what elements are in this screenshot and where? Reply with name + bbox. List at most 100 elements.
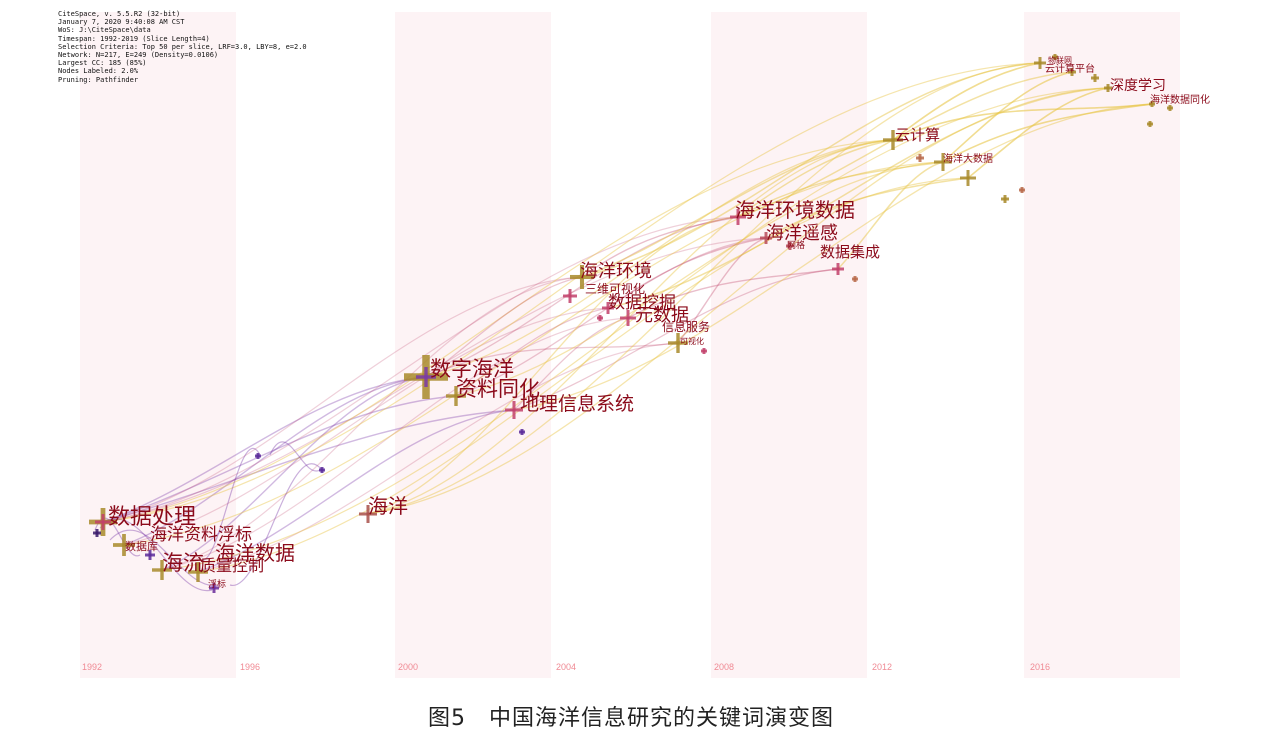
- link: [455, 307, 609, 397]
- kw-label-data-mining: 数据挖掘: [608, 293, 676, 313]
- link: [197, 177, 969, 573]
- keyword-evolution-timezone-map: 数据处理 海洋资料浮标 数据库 海流 质量控制 海洋数据 浮标 数字海洋 资料同…: [80, 12, 1210, 678]
- keyword-nodes: [89, 54, 1173, 593]
- keyword-node-cross-v: [1070, 68, 1074, 76]
- link: [229, 463, 323, 586]
- kw-label-digital-ocean: 数字海洋: [430, 357, 514, 381]
- link: [837, 161, 944, 270]
- keyword-node-cross-v: [941, 153, 945, 171]
- link: [161, 317, 629, 571]
- link: [967, 87, 1109, 179]
- keyword-node-cross-v: [676, 333, 680, 353]
- keyword-node-cross-v: [736, 209, 740, 225]
- kw-label-quality-control: 质量控制: [200, 556, 264, 575]
- keyword-node-cross-v: [1038, 57, 1042, 69]
- keyword-node-cross-v: [1003, 195, 1007, 203]
- year-label-2000: 2000: [398, 662, 418, 672]
- link: [102, 395, 457, 523]
- keyword-node-cross-v: [101, 514, 105, 530]
- keyword-node-cross-v: [366, 505, 370, 523]
- link: [102, 409, 515, 523]
- link: [425, 139, 894, 378]
- kw-label-visualization: 可视化: [680, 336, 704, 346]
- link: [102, 237, 767, 523]
- keyword-node-cross-v: [702, 348, 706, 354]
- kw-label-ocean-data: 海洋数据: [215, 541, 295, 565]
- link: [581, 216, 739, 278]
- keyword-node-cross-v: [320, 467, 324, 473]
- kw-label-iot: 物联网: [1048, 55, 1072, 65]
- kw-label-ocean-remote-sensing: 海洋遥感: [766, 223, 838, 244]
- link: [102, 276, 583, 523]
- kw-label-3d-visualization: 三维可视化: [585, 281, 645, 296]
- time-band: [711, 12, 867, 678]
- year-label-2016: 2016: [1030, 662, 1050, 672]
- keyword-node-cross-v: [918, 154, 922, 162]
- link: [102, 376, 427, 523]
- citespace-metadata: CiteSpace, v. 5.5.R2 (32-bit) January 7,…: [58, 10, 307, 84]
- link: [425, 276, 583, 378]
- keyword-node-cross-v: [1020, 187, 1024, 193]
- link: [627, 268, 839, 319]
- link: [942, 103, 1153, 163]
- kw-label-ocean-data-assimilation: 海洋数据同化: [1150, 93, 1210, 106]
- kw-label-ocean-current: 海流: [162, 551, 204, 575]
- link: [513, 103, 1153, 411]
- kw-label-information-service: 信息服务: [662, 319, 710, 334]
- kw-label-marine-environment-data: 海洋环境数据: [735, 198, 855, 222]
- keyword-node-cross-v: [891, 130, 895, 150]
- link: [161, 276, 583, 571]
- keyword-node-cross-v: [836, 263, 840, 275]
- year-label-2012: 2012: [872, 662, 892, 672]
- link: [513, 317, 629, 411]
- keyword-node-cross-v: [122, 534, 126, 556]
- kw-label-ocean-big-data: 海洋大数据: [943, 152, 993, 165]
- keyword-node-cross-v: [1168, 105, 1172, 111]
- kw-label-marine-environment: 海洋环境: [580, 261, 652, 282]
- keyword-node-cross-v: [1148, 121, 1152, 127]
- keyword-node-cross-v: [95, 529, 99, 537]
- kw-label-metadata: 元数据: [635, 305, 689, 326]
- link: [123, 161, 944, 546]
- keyword-node-cross-v: [256, 453, 260, 459]
- keyword-node-cross-v: [1093, 74, 1097, 82]
- kw-label-ocean-buoy: 海洋资料浮标: [150, 525, 252, 545]
- link: [677, 237, 767, 344]
- link: [581, 139, 894, 278]
- keyword-node-cross-v: [966, 170, 970, 186]
- keyword-node-cross-v: [579, 265, 585, 289]
- link: [737, 139, 894, 218]
- year-label-2004: 2004: [556, 662, 576, 672]
- link: [367, 62, 1041, 515]
- year-label-1996: 1996: [240, 662, 260, 672]
- keyword-node-cross-v: [606, 302, 610, 314]
- link: [737, 71, 1073, 218]
- time-band: [1024, 12, 1180, 678]
- kw-label-data-assimilation: 资料同化: [456, 377, 540, 401]
- time-slice-bands: [80, 12, 1180, 678]
- kw-label-deep-learning: 深度学习: [1110, 78, 1166, 94]
- link: [197, 342, 679, 573]
- kw-label-data-processing: 数据处理: [108, 505, 196, 530]
- kw-label-ocean: 海洋: [368, 494, 408, 518]
- keyword-node-cross-v: [212, 583, 216, 593]
- kw-label-data-integration: 数据集成: [820, 243, 880, 261]
- year-axis-labels: 1992 1996 2000 2004 2008 2012 2016: [82, 662, 1050, 672]
- kw-label-cloud-computing: 云计算: [895, 126, 940, 144]
- link: [161, 376, 427, 571]
- keyword-node-cross-v: [1106, 84, 1110, 92]
- keyword-labels: 数据处理 海洋资料浮标 数据库 海流 质量控制 海洋数据 浮标 数字海洋 资料同…: [108, 55, 1210, 590]
- link: [607, 87, 1109, 309]
- kw-label-gis: 地理信息系统: [520, 393, 634, 415]
- keyword-node-cross-v: [1053, 54, 1057, 60]
- keyword-node-cross-v: [196, 562, 200, 582]
- link: [102, 62, 1041, 523]
- year-label-1992: 1992: [82, 662, 102, 672]
- link: [581, 62, 1041, 278]
- keyword-node-cross-v: [512, 401, 516, 419]
- link: [892, 62, 1041, 141]
- keyword-node-cross-v: [626, 310, 630, 326]
- link: [199, 447, 261, 561]
- time-band: [395, 12, 551, 678]
- figure-caption: 图5 中国海洋信息研究的关键词演变图: [428, 706, 834, 731]
